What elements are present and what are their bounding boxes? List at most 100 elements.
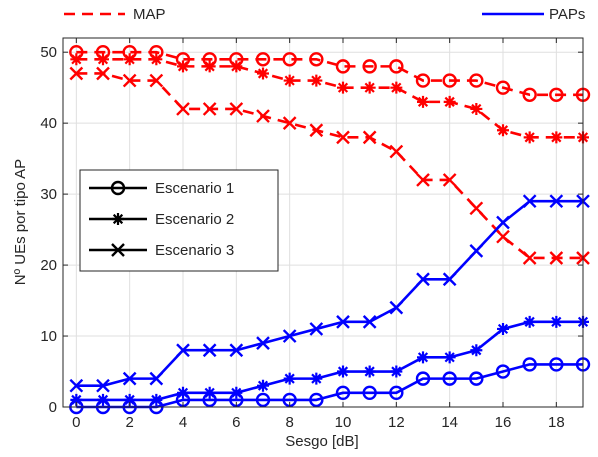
cross-marker (282, 116, 297, 131)
cross-marker (522, 251, 537, 265)
asterisk-marker (70, 53, 83, 66)
circle-marker (522, 87, 537, 102)
cross-marker (336, 314, 350, 329)
series-map-escenario-1 (69, 44, 591, 102)
legend-label: Escenario 2 (155, 211, 234, 228)
legend-label: Escenario 1 (155, 180, 234, 197)
axes-frame (62, 37, 584, 408)
series-paps-escenario-1 (69, 357, 591, 415)
circle-marker (335, 59, 351, 74)
asterisk-marker (363, 81, 376, 94)
cross-marker (469, 244, 484, 258)
cross-marker (202, 102, 217, 116)
x-axis-label: Sesgo [dB] (285, 433, 358, 450)
circle-marker (442, 371, 457, 386)
asterisk-marker (523, 315, 536, 328)
asterisk-marker (283, 372, 296, 385)
y-tick-label: 0 (49, 399, 57, 416)
y-axis-label: Nº UEs por tipo AP (12, 159, 29, 285)
series-map-escenario-2 (70, 53, 589, 144)
cross-marker (69, 66, 84, 81)
cross-marker (362, 130, 377, 145)
circle-marker (309, 52, 324, 67)
circle-marker (549, 87, 564, 102)
asterisk-marker (390, 81, 403, 94)
cross-marker (202, 343, 217, 358)
cross-marker (176, 343, 190, 358)
asterisk-marker (337, 81, 349, 94)
asterisk-marker (150, 53, 163, 66)
asterisk-marker (497, 124, 509, 137)
circle-marker (495, 364, 511, 379)
asterisk-marker (177, 386, 189, 399)
paps-legend-label: PAPs (549, 6, 585, 23)
cross-marker (549, 194, 564, 209)
circle-marker (495, 80, 511, 95)
asterisk-marker (443, 95, 456, 108)
x-tick-label: 12 (388, 414, 405, 431)
asterisk-marker (363, 365, 376, 378)
asterisk-marker (230, 60, 243, 73)
series-line (76, 50, 583, 97)
cross-marker (282, 329, 297, 343)
circle-marker (362, 59, 377, 74)
circle-marker (469, 73, 484, 88)
circle-marker (522, 357, 537, 372)
asterisk-marker (417, 351, 429, 364)
x-tick-label: 10 (335, 414, 352, 431)
asterisk-marker (443, 351, 456, 364)
x-tick-label: 18 (548, 414, 565, 431)
circle-marker (442, 73, 457, 88)
asterisk-marker (470, 102, 483, 115)
asterisk-marker (97, 393, 109, 406)
cross-marker (496, 215, 510, 230)
ticks: 0 2 4 6 8 10 12 14 16 18 0 10 20 30 40 50 (40, 38, 583, 431)
series-line (76, 363, 583, 409)
cross-marker (96, 66, 110, 81)
cross-marker (122, 73, 137, 88)
cross-marker (309, 123, 324, 138)
asterisk-marker (523, 131, 536, 144)
y-tick-label: 20 (40, 257, 57, 274)
circle-marker (255, 52, 271, 67)
circle-marker (469, 371, 484, 386)
cross-marker (496, 229, 510, 244)
x-tick-label: 8 (285, 414, 293, 431)
asterisk-marker (203, 386, 216, 399)
cross-marker (469, 201, 484, 216)
y-tick-label: 10 (40, 328, 57, 345)
asterisk-marker (497, 322, 509, 335)
y-tick-label: 50 (40, 44, 57, 61)
circle-marker (255, 392, 271, 408)
cross-marker (389, 300, 404, 315)
series-map-escenario-3 (69, 66, 590, 265)
cross-marker (362, 314, 377, 329)
cross-marker (256, 336, 270, 350)
asterisk-marker (112, 213, 124, 225)
asterisk-marker (257, 67, 269, 80)
asterisk-marker (123, 53, 136, 66)
x-tick-label: 14 (441, 414, 458, 431)
x-tick-label: 2 (125, 414, 133, 431)
asterisk-marker (150, 393, 163, 406)
cross-marker (256, 109, 270, 123)
asterisk-marker (203, 60, 216, 73)
circle-marker (389, 385, 404, 401)
asterisk-marker (283, 74, 296, 87)
cross-marker (229, 102, 244, 116)
circle-marker (549, 357, 564, 372)
cross-marker (149, 371, 164, 386)
asterisk-marker (70, 393, 83, 406)
asterisk-marker (550, 131, 563, 144)
cross-marker (416, 272, 430, 287)
cross-marker (336, 130, 350, 145)
asterisk-marker (417, 95, 429, 108)
circle-marker (335, 385, 351, 401)
x-tick-label: 6 (232, 414, 240, 431)
asterisk-marker (123, 393, 136, 406)
circle-marker (415, 371, 431, 386)
cross-marker (176, 102, 190, 116)
cross-marker (522, 194, 537, 209)
cross-marker (549, 251, 564, 265)
asterisk-marker (177, 60, 189, 73)
